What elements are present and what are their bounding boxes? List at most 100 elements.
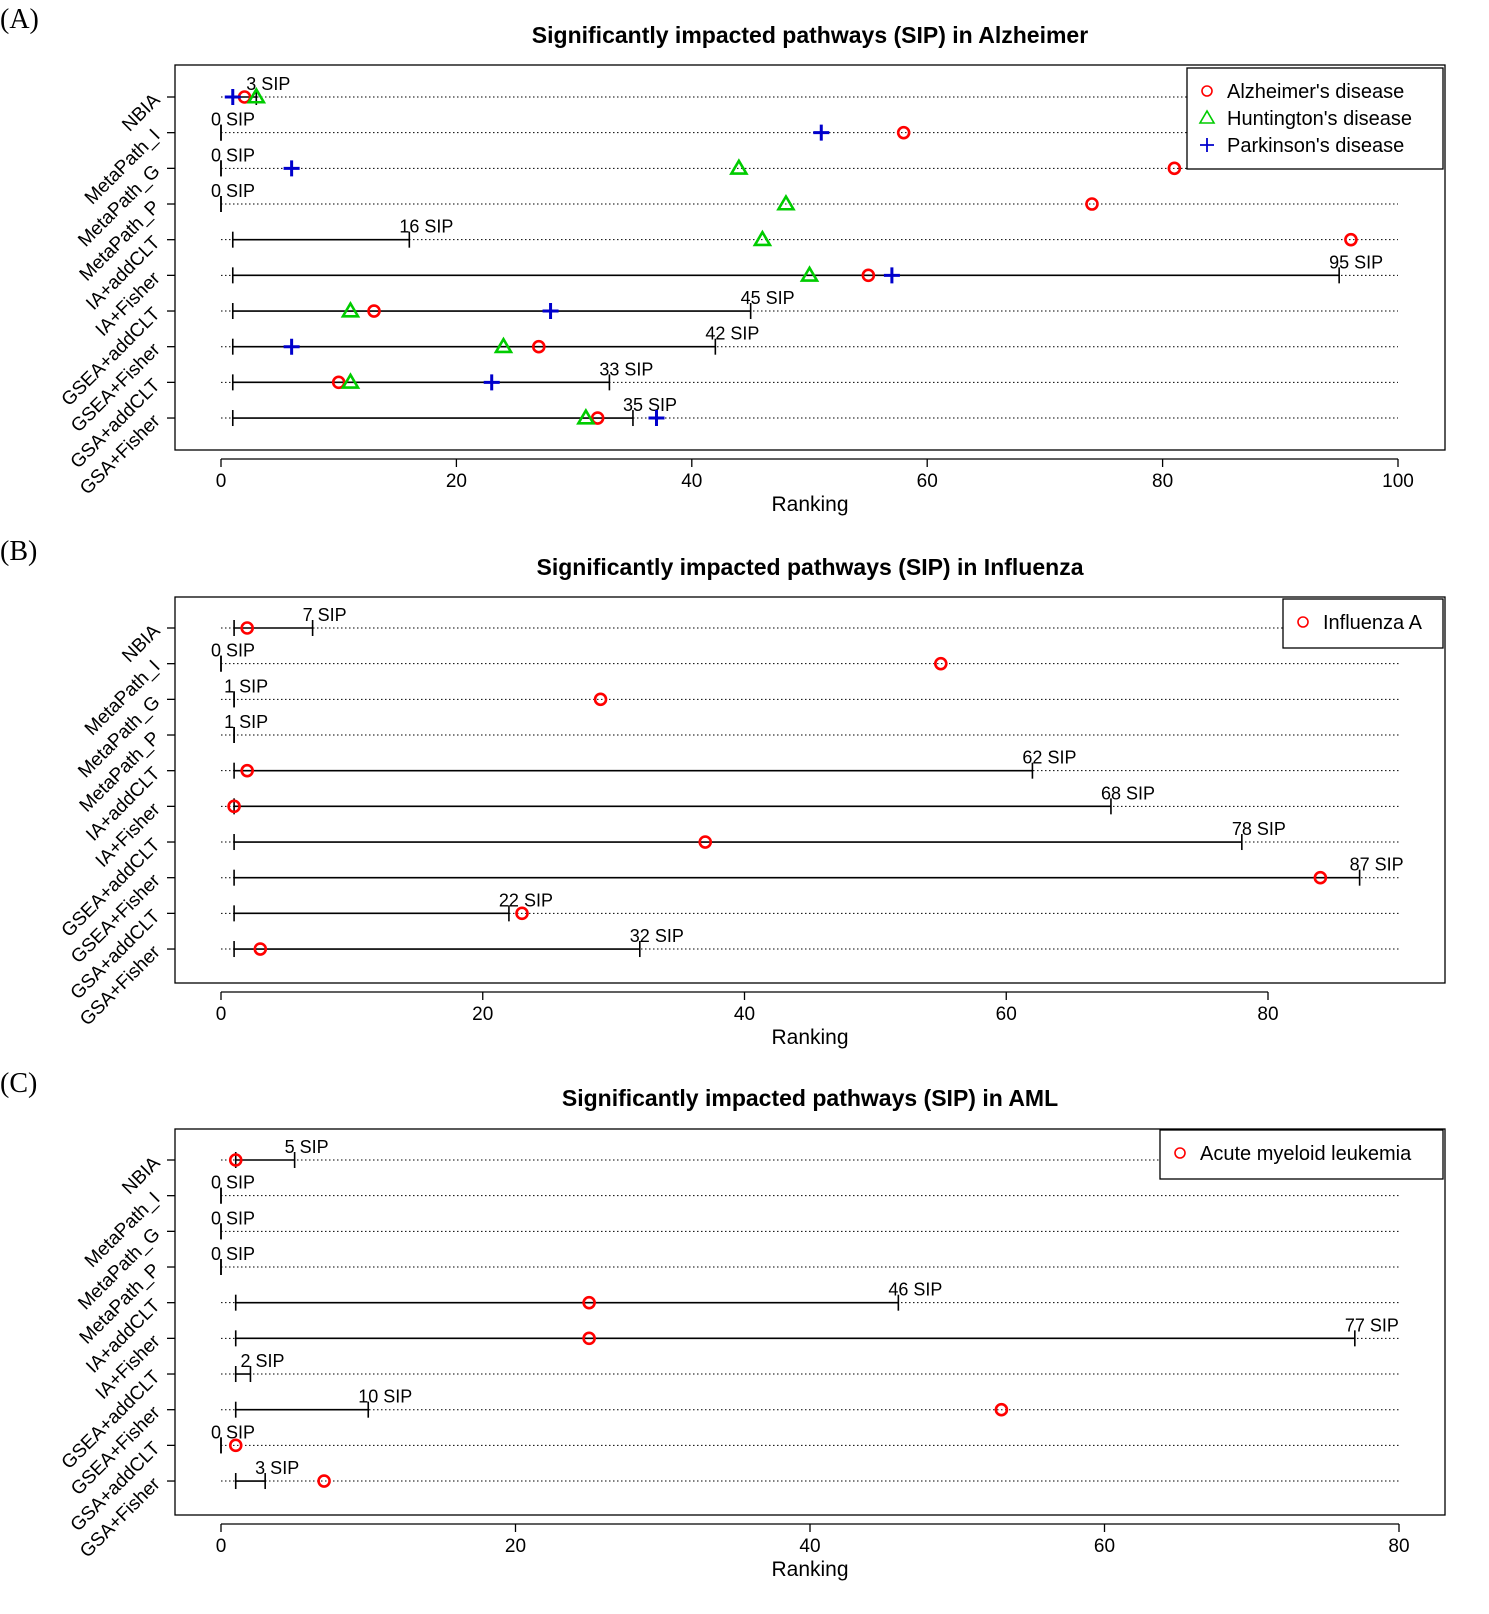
method-row: MetaPath_I0 SIP [81,641,1399,740]
data-point [1313,870,1328,885]
sip-label: 46 SIP [888,1280,942,1300]
legend-label: Parkinson's disease [1227,135,1404,157]
data-point [240,763,254,778]
plot-frame [174,1128,1446,1516]
x-axis: 0 20 40 60 80 Ranking [216,991,1279,1049]
series-triangle [246,86,820,425]
data-point [224,89,241,105]
data-point [861,268,876,283]
x-tick-label: 20 [505,1536,526,1557]
sip-label: 0 SIP [211,1173,255,1193]
x-axis-label: Ranking [771,1558,848,1581]
data-point [493,336,514,354]
sip-label: 0 SIP [211,110,255,130]
x-axis-label: Ranking [771,493,848,516]
legend-label: Alzheimer's disease [1227,81,1404,103]
data-point [283,160,300,177]
legend: Acute myeloid leukemia [1159,1129,1444,1180]
data-point [994,1402,1009,1417]
series-circle [237,90,1358,425]
data-point [593,692,608,707]
y-tick-label: NBIA [118,1152,164,1198]
data-point [576,407,596,425]
data-point [340,300,361,318]
x-tick-label: 40 [681,471,702,492]
legend: Influenza A [1282,598,1444,649]
data-point [317,1474,331,1488]
sip-label: 95 SIP [1329,252,1383,272]
sip-label: 1 SIP [224,676,268,696]
x-tick-label: 0 [216,471,227,492]
data-point [648,410,665,427]
method-row: MetaPath_P1 SIP [76,712,1399,816]
x-tick-label: 0 [216,1536,227,1557]
legend-marker [1200,138,1214,152]
plot-frame [174,596,1446,984]
legend-item: Influenza A [1297,612,1423,634]
sip-label: 77 SIP [1345,1315,1399,1335]
x-tick-label: 60 [1094,1536,1115,1557]
legend-label: Influenza A [1323,612,1423,634]
sip-label: 32 SIP [630,926,684,946]
sip-label: 45 SIP [741,288,795,308]
data-point [253,942,268,956]
method-row: MetaPath_I0 SIP [81,1173,1399,1272]
data-point [246,86,267,104]
data-point [1344,232,1358,247]
data-point [934,656,948,671]
sip-label: 0 SIP [211,1422,255,1442]
legend-marker [1198,109,1216,124]
data-point [776,193,796,211]
sip-label: 10 SIP [358,1387,412,1407]
legend-label: Acute myeloid leukemia [1200,1143,1412,1165]
sip-label: 5 SIP [285,1137,329,1157]
sip-label: 0 SIP [211,181,255,201]
data-point [799,265,820,282]
chart-title: Significantly impacted pathways (SIP) in… [532,22,1088,48]
plot-frame [174,64,1446,451]
legend-label: Huntington's disease [1227,108,1412,130]
sip-label: 87 SIP [1350,855,1404,875]
data-point [883,267,900,284]
data-point [896,125,911,140]
chart-panel-1: (A) Significantly impacted pathways (SIP)… [0,4,1446,516]
sip-label: 42 SIP [705,324,759,344]
sip-label: 0 SIP [211,641,255,661]
x-tick-label: 60 [996,1004,1017,1025]
series-circle [228,1153,1009,1488]
x-tick-label: 100 [1382,471,1414,492]
x-axis: 0 20 40 60 80 100 Ranking [216,458,1414,516]
chart-panel-3: (C) Significantly impacted pathways (SIP)… [0,1068,1446,1581]
x-axis: 0 20 40 60 80 Ranking [216,1523,1410,1581]
sip-label: 0 SIP [211,1244,255,1264]
x-tick-label: 80 [1257,1004,1278,1025]
x-tick-label: 40 [734,1004,755,1025]
data-point [698,835,713,849]
legend-marker [1297,616,1309,628]
x-tick-label: 80 [1152,471,1173,492]
sip-label: 35 SIP [623,395,677,415]
data-point [813,124,830,141]
sip-label: 2 SIP [240,1351,284,1371]
legend-marker [1201,85,1213,97]
data-point [340,372,361,389]
sip-label: 33 SIP [599,359,653,379]
legend-item: Alzheimer's disease [1201,81,1404,103]
x-tick-label: 80 [1388,1536,1409,1557]
x-tick-label: 20 [472,1004,493,1025]
series-plus [224,89,900,427]
series-circle [227,621,1328,956]
method-row: MetaPath_G1 SIP [74,676,1399,782]
data-point [227,799,241,814]
